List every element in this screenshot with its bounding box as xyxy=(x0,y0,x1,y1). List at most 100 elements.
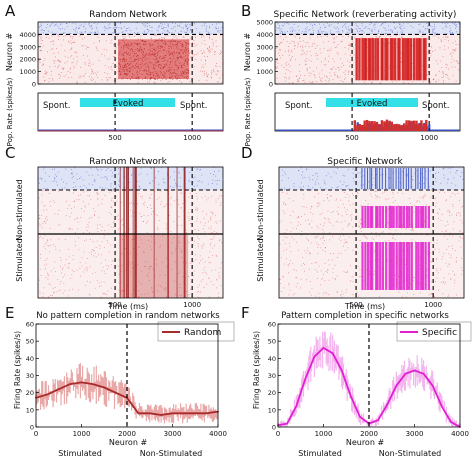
spike-dot xyxy=(149,55,151,57)
spike-dot xyxy=(101,79,103,81)
spike-dot xyxy=(135,33,137,34)
spike-dot xyxy=(410,22,412,23)
spike-dot xyxy=(319,78,321,80)
spike-dot xyxy=(134,53,135,54)
spike-dot xyxy=(218,170,220,172)
spike-dot xyxy=(124,42,125,43)
spike-dot xyxy=(136,43,138,44)
spike-dot xyxy=(414,74,416,76)
spike-dot xyxy=(447,221,448,223)
spike-dot xyxy=(149,197,150,198)
spike-dot xyxy=(160,45,162,47)
spike-dot xyxy=(161,33,163,35)
spike-dot xyxy=(74,218,75,220)
spike-dot xyxy=(142,221,144,222)
inhibitory-burst xyxy=(361,168,363,189)
spike-dot xyxy=(125,45,127,47)
spike-dot xyxy=(332,211,334,212)
spike-dot xyxy=(181,65,182,66)
spike-dot xyxy=(378,235,380,237)
spike-dot xyxy=(160,67,161,69)
spike-dot xyxy=(207,76,208,78)
spike-dot xyxy=(443,168,444,169)
spike-dot xyxy=(301,231,303,232)
spike-dot xyxy=(48,81,50,83)
spike-dot xyxy=(369,287,371,289)
spike-dot xyxy=(304,81,306,83)
spike-dot xyxy=(172,46,174,48)
spike-dot xyxy=(463,243,465,245)
spike-dot xyxy=(158,38,160,40)
spike-dot xyxy=(111,33,113,35)
spike-dot xyxy=(316,58,318,60)
rate-bar xyxy=(417,124,421,131)
spike-dot xyxy=(167,81,169,83)
spike-dot xyxy=(203,39,205,41)
spike-dot xyxy=(407,249,409,251)
spike-dot xyxy=(103,281,105,283)
spike-dot xyxy=(177,58,179,59)
spike-dot xyxy=(344,207,346,209)
spike-dot xyxy=(338,238,340,240)
spike-dot xyxy=(176,52,177,53)
spike-dot xyxy=(194,229,196,230)
spike-dot xyxy=(163,37,165,39)
spike-dot xyxy=(291,40,293,42)
spike-dot xyxy=(363,39,364,41)
spike-dot xyxy=(151,30,153,32)
spike-dot xyxy=(78,289,79,291)
spike-dot xyxy=(336,46,338,48)
spike-dot xyxy=(92,63,94,65)
spike-dot xyxy=(411,244,412,246)
spike-dot xyxy=(110,170,112,171)
spike-dot xyxy=(44,70,46,72)
spike-dot xyxy=(218,71,220,73)
spike-dot xyxy=(128,264,130,266)
spike-dot xyxy=(144,77,146,79)
spike-dot xyxy=(87,224,89,225)
spike-dot xyxy=(448,40,449,42)
spike-dot xyxy=(424,222,426,223)
panel-d-xlabel: Time (ms) xyxy=(344,302,385,311)
spike-dot xyxy=(164,23,166,25)
panel-f-group-stimulated: Stimulated xyxy=(298,449,342,458)
spike-dot xyxy=(107,242,109,244)
spike-dot xyxy=(147,25,149,27)
spike-dot xyxy=(435,81,437,83)
spike-dot xyxy=(104,195,106,196)
spike-dot xyxy=(156,198,158,200)
spike-dot xyxy=(88,23,90,25)
spike-dot xyxy=(448,263,450,265)
spike-dot xyxy=(349,61,351,63)
spike-dot xyxy=(376,50,378,51)
spike-dot xyxy=(349,45,351,47)
x-tick-label: 500 xyxy=(345,134,358,142)
panel-b-annot-spont-right: Spont. xyxy=(422,101,449,111)
spike-dot xyxy=(348,30,350,32)
spike-dot xyxy=(147,29,149,30)
spike-dot xyxy=(177,77,178,79)
spike-dot xyxy=(411,267,413,268)
spike-dot xyxy=(361,218,363,219)
spike-dot xyxy=(107,73,109,75)
spike-dot xyxy=(321,32,323,34)
spike-dot xyxy=(320,238,321,240)
spike-dot xyxy=(137,66,139,68)
spike-dot xyxy=(141,48,143,50)
inhibitory-burst xyxy=(392,168,394,189)
spike-dot xyxy=(387,66,389,67)
spike-dot xyxy=(393,284,395,286)
spike-dot xyxy=(361,176,362,178)
spike-dot xyxy=(207,56,208,57)
spike-dot xyxy=(153,52,155,54)
spike-dot xyxy=(367,67,369,69)
spike-dot xyxy=(40,39,42,41)
spike-dot xyxy=(85,262,87,264)
spike-dot xyxy=(370,193,371,195)
spike-dot xyxy=(47,219,48,221)
spike-dot xyxy=(351,56,352,58)
spike-dot xyxy=(177,68,179,70)
spike-dot xyxy=(309,34,311,36)
spike-dot xyxy=(57,279,59,281)
spike-dot xyxy=(201,36,202,38)
